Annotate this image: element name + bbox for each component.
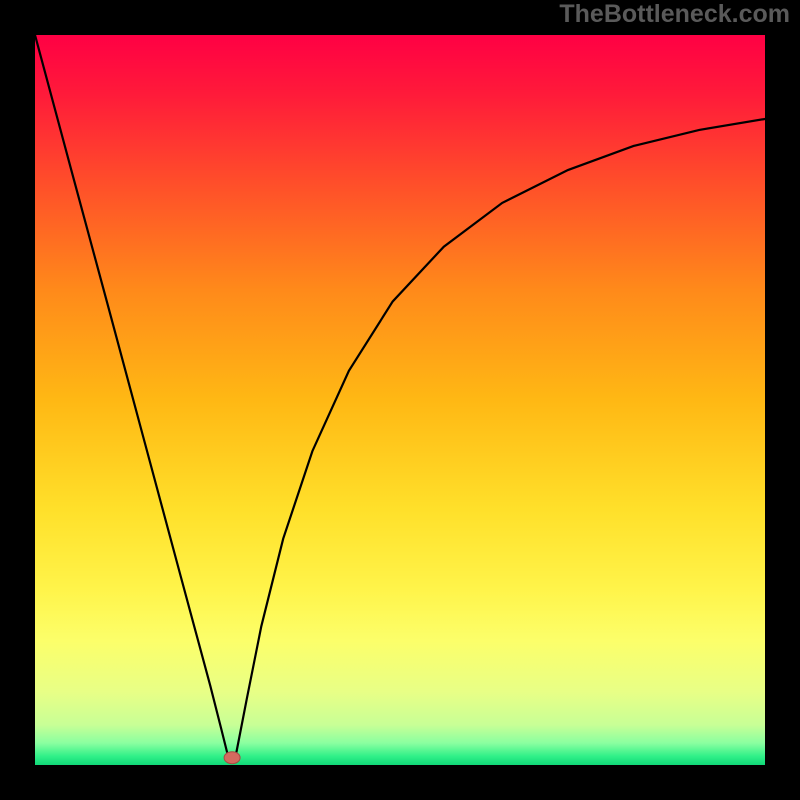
curve-right-branch [236,119,765,752]
bottleneck-curve [35,35,765,765]
plot-area [35,35,765,765]
curve-left-branch [35,35,227,752]
chart-frame: TheBottleneck.com [0,0,800,800]
optimum-marker [224,752,240,764]
watermark-text: TheBottleneck.com [559,0,790,29]
